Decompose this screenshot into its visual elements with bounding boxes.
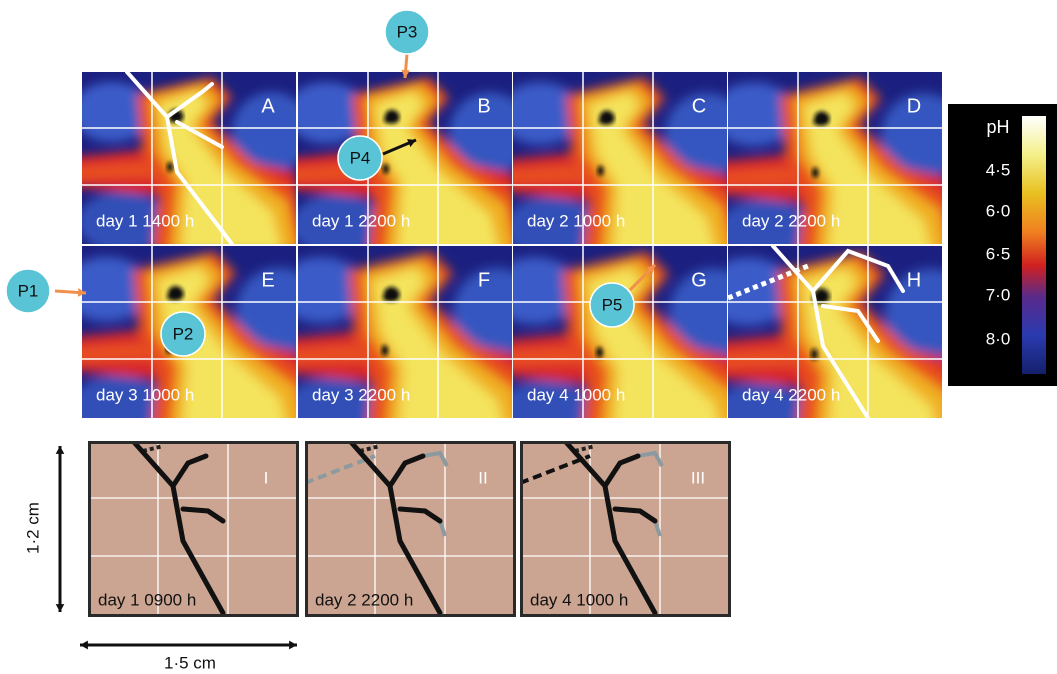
panel-time: day 4 1000 h	[527, 385, 625, 404]
ph-image	[479, 224, 770, 465]
tracing-border	[520, 441, 731, 617]
arrow-head	[401, 69, 410, 78]
callout-label: P2	[173, 324, 194, 343]
colorbar-tick: 6·5	[986, 244, 1011, 263]
root-trace	[175, 120, 224, 149]
callout-bubble	[337, 135, 383, 181]
root-trace	[811, 248, 905, 293]
tracing-bg	[520, 441, 731, 617]
root-trace	[170, 453, 209, 489]
root-dashed	[359, 444, 381, 453]
root-new	[637, 450, 664, 467]
ph-image	[62, 52, 322, 267]
panel-letter: G	[691, 269, 707, 291]
callout-bubble	[160, 311, 206, 357]
root-trace	[347, 441, 443, 616]
tracing-time: day 1 0900 h	[98, 590, 196, 609]
callout-label: P1	[18, 281, 39, 300]
arrow-head	[646, 265, 655, 274]
root-new	[422, 450, 449, 467]
root-trace	[562, 441, 658, 616]
panel-letter: D	[907, 95, 921, 117]
ph-image	[488, 51, 758, 275]
root-trace	[612, 506, 658, 524]
panel-letter: B	[477, 95, 490, 117]
panel-time: day 2 2200 h	[742, 211, 840, 230]
scale-vertical: 1·2 cm	[23, 502, 42, 554]
root-dashed	[520, 454, 591, 485]
tracing-panel: II day 2 2200 h	[305, 441, 516, 617]
root-trace	[180, 506, 226, 524]
panel-letter: F	[478, 269, 490, 291]
tracing-time: day 4 1000 h	[530, 590, 628, 609]
arrow-head	[77, 288, 86, 297]
tracing-numeral: II	[478, 468, 487, 487]
root-trace	[397, 506, 443, 524]
panel-letter: H	[907, 269, 921, 291]
scale-horizontal: 1·5 cm	[164, 653, 216, 672]
callout-label: P5	[602, 295, 623, 314]
root-dashed	[574, 444, 596, 453]
panel-time: day 3 1000 h	[96, 385, 194, 404]
tracing-time: day 2 2200 h	[315, 590, 413, 609]
tracing-bg	[305, 441, 516, 617]
callout-bubble	[384, 9, 430, 55]
callout-bubble	[5, 268, 51, 314]
root-trace	[602, 453, 641, 489]
arrow-head	[80, 640, 88, 650]
colorbar-tick: 8·0	[986, 329, 1011, 348]
arrow-head	[407, 139, 416, 148]
callout-label: P3	[397, 22, 418, 41]
colorbar-title: pH	[986, 117, 1009, 137]
colorbar-tick: 7·0	[986, 285, 1011, 304]
callout-bubble	[589, 282, 635, 328]
panel-time: day 1 1400 h	[96, 211, 194, 230]
root-trace	[771, 246, 870, 418]
arrow-head	[55, 446, 65, 454]
root-trace	[387, 453, 426, 489]
panel-time: day 3 2200 h	[312, 385, 410, 404]
tracing-panel: III day 4 1000 h	[520, 441, 731, 617]
tracing-numeral: III	[691, 468, 705, 487]
panel-letter: C	[692, 95, 706, 117]
tracing-border	[88, 441, 299, 617]
root-trace	[821, 304, 880, 343]
panel-time: day 2 1000 h	[527, 211, 625, 230]
panel-time: day 4 2200 h	[742, 385, 840, 404]
root-dashed	[305, 454, 376, 485]
root-trace	[130, 441, 226, 616]
root-trace	[125, 72, 234, 244]
panel-time: day 1 2200 h	[312, 211, 410, 230]
root-dashed	[142, 444, 164, 453]
panel-letter: E	[261, 269, 274, 291]
tracing-border	[305, 441, 516, 617]
ph-image	[276, 52, 541, 271]
callout-label: P4	[350, 148, 371, 167]
colorbar-tick: 6·0	[986, 201, 1011, 220]
tracing-bg	[88, 441, 299, 617]
ph-image	[266, 224, 552, 461]
root-new	[438, 520, 447, 537]
tracing-numeral: I	[264, 468, 269, 487]
root-new	[653, 520, 662, 537]
colorbar-tick: 4·5	[986, 160, 1011, 179]
root-trace	[165, 82, 214, 119]
panel-letter: A	[261, 95, 275, 117]
colorbar	[1022, 116, 1046, 374]
